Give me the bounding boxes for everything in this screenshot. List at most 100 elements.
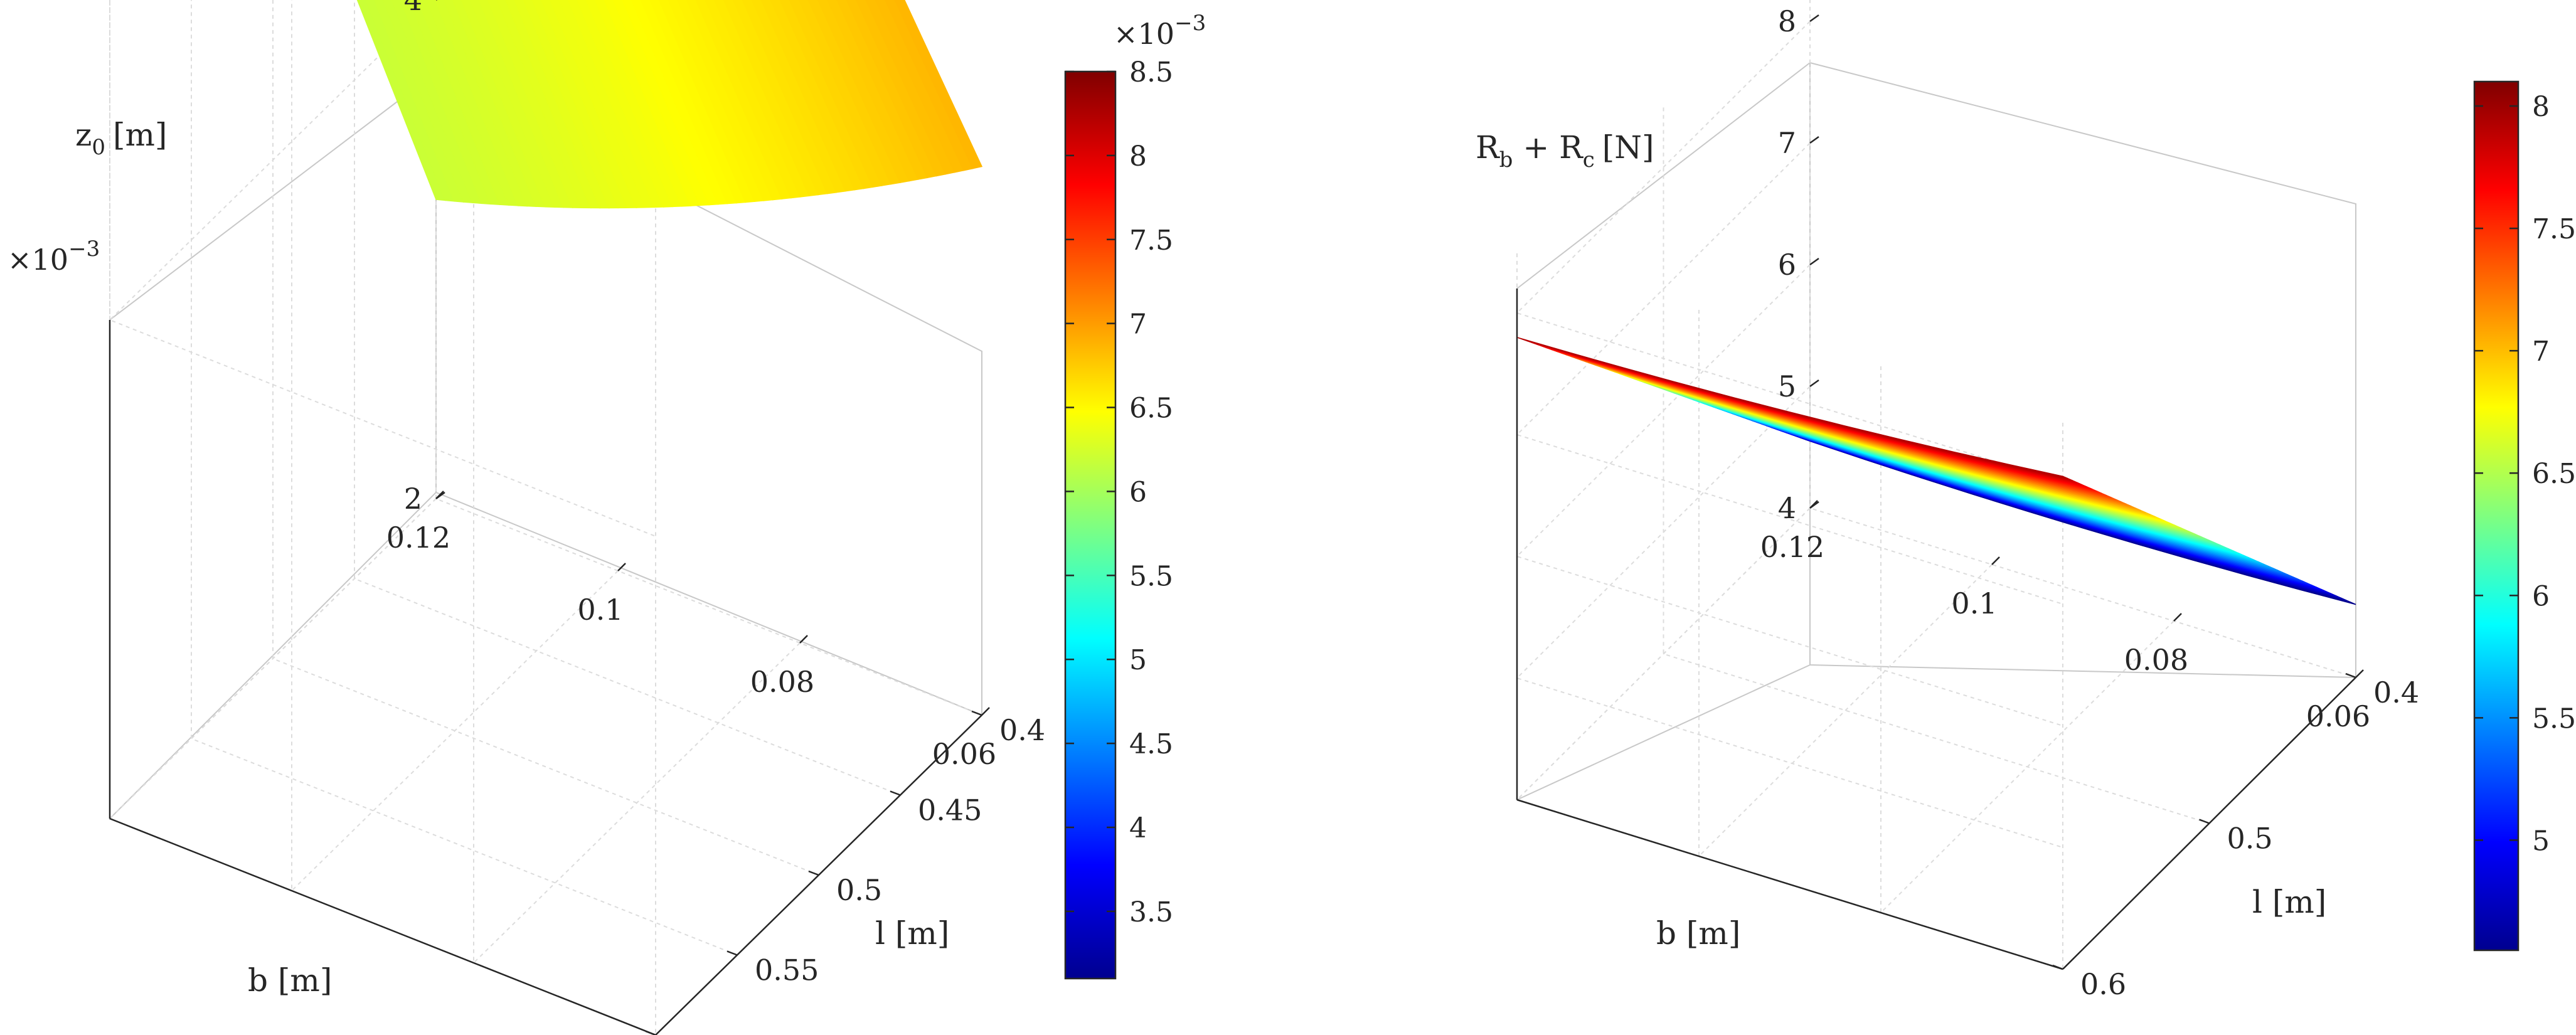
surface-strip — [558, 0, 656, 208]
grid-line-z — [1516, 386, 2063, 848]
x-tick — [1809, 500, 1818, 509]
x-tick-label: 0.1 — [577, 593, 623, 627]
colorbar-tick-labels: 5 5.5 6 6.5 7 7.5 8 — [2532, 91, 2576, 857]
surface-strip — [612, 0, 710, 206]
grid-line-z — [1516, 21, 2063, 483]
x-tick — [2173, 613, 2182, 622]
x-tick — [799, 635, 808, 644]
x-tick-label: 0.12 — [1760, 530, 1824, 564]
colorbar-tick-label: 6 — [1129, 476, 1147, 508]
surface-strip — [444, 0, 537, 208]
surface-strip — [365, 0, 455, 202]
surface-strip — [523, 0, 619, 209]
surface-strip — [435, 0, 528, 207]
surface-strip — [577, 0, 674, 208]
z-multiplier: ×10−3 — [8, 236, 100, 277]
surface-strip — [479, 0, 573, 208]
surface-strip — [514, 0, 610, 209]
colorbar-tick-label: 7.5 — [2532, 213, 2576, 245]
y-tick-label: 0.6 — [2080, 967, 2126, 1001]
colorbar-tick-label: 6 — [2532, 580, 2550, 612]
z-tick-label: 2 — [404, 482, 422, 516]
y-tick-label: 0.55 — [755, 953, 819, 987]
surface-strip — [531, 0, 628, 209]
x-axis-line — [1516, 799, 2063, 970]
y-tick — [645, 1030, 656, 1035]
surface-strip — [723, 0, 819, 197]
y-tick — [2345, 672, 2356, 679]
y-tick-label: 0.6 — [673, 1033, 719, 1035]
surface-strip — [470, 0, 565, 208]
surface-strip — [668, 0, 765, 202]
tick-labels: 24680.120.10.080.060.40.450.50.550.6 — [386, 0, 1045, 1035]
surface-strip — [400, 0, 492, 205]
surface-strip — [677, 0, 774, 201]
colorbar-tick-label: 6.5 — [1129, 393, 1173, 425]
surface-strip — [374, 0, 464, 203]
y-axis-title: l [m] — [875, 915, 949, 952]
z-tick-label: 7 — [1778, 126, 1796, 160]
surface-strip — [658, 0, 755, 203]
colorbar-tick-label: 7 — [2532, 336, 2550, 368]
surface-strip — [408, 0, 501, 206]
surface-strip — [604, 0, 701, 206]
surface-strip — [631, 0, 728, 205]
surface-strip — [789, 0, 883, 188]
surface-strip — [383, 0, 474, 204]
surface-strip — [391, 0, 482, 204]
surface-strip — [742, 0, 838, 194]
y-tick — [2052, 964, 2063, 970]
z-axis-title: Rb + Rc [N] — [1476, 129, 1654, 172]
tick-marks — [1809, 14, 2364, 970]
z-tick-label: 5 — [1778, 369, 1796, 403]
surface-strip — [798, 0, 892, 186]
colorbar-tick-label: 4.5 — [1129, 728, 1173, 760]
y-tick — [971, 710, 982, 716]
surface-strip — [595, 0, 692, 207]
x-tick — [617, 563, 626, 571]
tick-marks — [435, 0, 990, 1035]
surface-strip — [817, 0, 910, 183]
x-tick-label: 0.08 — [2124, 643, 2188, 677]
z-tick-label: 8 — [1778, 4, 1796, 38]
x-tick — [981, 707, 990, 716]
surface-strip — [541, 0, 637, 209]
y-tick — [726, 950, 738, 956]
y-tick-label: 0.5 — [836, 873, 882, 907]
surface-strip — [846, 0, 937, 179]
y-tick — [808, 870, 819, 876]
y-axis-title: l [m] — [2252, 884, 2326, 920]
surface-strip — [640, 0, 737, 204]
surface-strip — [855, 0, 947, 177]
surface-strip — [417, 0, 510, 206]
x-tick — [1991, 556, 2000, 565]
grid-line-z — [1516, 142, 2063, 605]
surface-strip — [713, 0, 810, 198]
surface — [1516, 337, 2356, 605]
surface-strip — [505, 0, 601, 209]
colorbar — [2473, 80, 2520, 952]
x-axis-title: b [m] — [1656, 915, 1740, 952]
colorbar-ticks — [1065, 70, 1115, 913]
grid-line-x — [1698, 309, 1993, 858]
grid-line-x — [291, 0, 619, 893]
z-tick-label: 4 — [1778, 491, 1796, 525]
colorbar-multiplier: ×10−3 — [1114, 11, 1206, 51]
colorbar-tick-label: 7.5 — [1129, 225, 1173, 257]
surface-strip — [695, 0, 792, 199]
x-tick-label: 0.08 — [750, 665, 814, 699]
z-tick-label: 4 — [404, 0, 422, 17]
surface-strip — [705, 0, 801, 199]
x-axis-line — [109, 817, 656, 1035]
colorbar-tick-label: 3.5 — [1129, 896, 1173, 928]
grid-line-x — [473, 0, 801, 965]
z0-surface-chart: 2 4 6 8 0.12 0.1 0.08 0.060.4 0.45 0.5 0.55 0.6 z0[… — [8, 0, 1206, 1035]
y-tick-label: 0.4 — [2373, 676, 2419, 709]
z-tick — [1809, 14, 1819, 23]
grid-line-x — [109, 0, 437, 820]
colorbar — [1064, 70, 1117, 980]
surface-strip — [865, 0, 955, 175]
surface-strip — [875, 0, 965, 173]
z-tick — [1809, 257, 1819, 266]
surface-strip — [686, 0, 783, 201]
